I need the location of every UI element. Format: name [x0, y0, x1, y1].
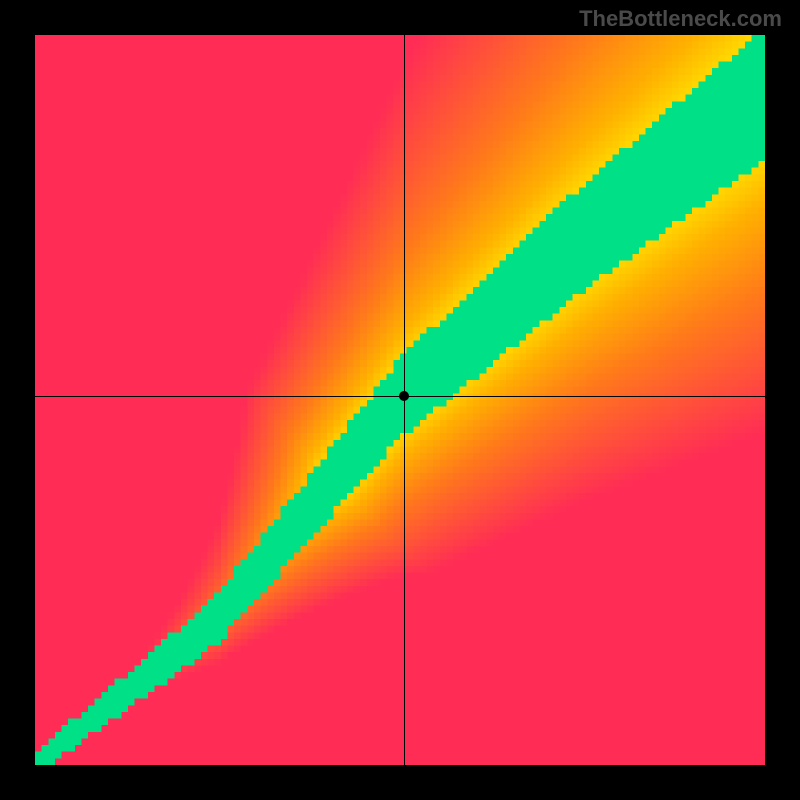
watermark-text: TheBottleneck.com: [579, 6, 782, 32]
crosshair-marker: [399, 391, 409, 401]
heatmap-plot: [35, 35, 765, 765]
